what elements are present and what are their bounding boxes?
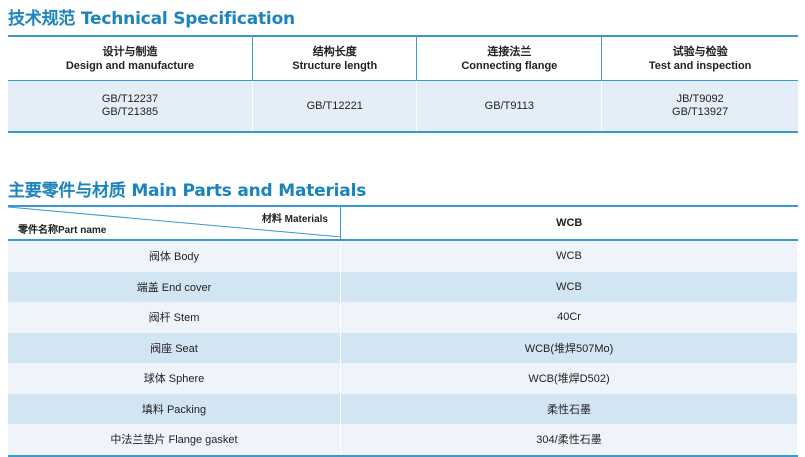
header-en: Connecting flange [461, 59, 558, 72]
spec-value: JB/T9092 GB/T13927 [601, 80, 798, 132]
standard: GB/T12221 [306, 99, 363, 112]
header-cn: 试验与检验 [672, 45, 728, 58]
standard: GB/T9113 [484, 99, 534, 112]
part-cell: 球体 Sphere [8, 363, 341, 394]
materials-label: 材料 Materials [261, 214, 328, 225]
material-cell: WCB(堆焊507Mo) [340, 332, 798, 363]
table-row: 填料 Packing 柔性石墨 [8, 393, 798, 424]
standard: JB/T9092 [676, 93, 724, 105]
part-cell: 端盖 End cover [8, 271, 341, 302]
spec-table: 设计与制造 Design and manufacture 结构长度 Structur… [8, 35, 798, 133]
standard: GB/T13927 [672, 106, 729, 118]
header-en: Design and manufacture [65, 59, 195, 72]
table-row: 阀体 Body WCB [8, 240, 798, 272]
table-row: 阀座 Seat WCB(堆焊507Mo) [8, 332, 798, 363]
material-cell: 304/柔性石墨 [340, 424, 798, 456]
diagonal-header: 材料 Materials 零件名称Part name [8, 206, 341, 241]
spec-value: GB/T12221 [252, 80, 418, 132]
part-cell: 阀体 Body [8, 240, 341, 272]
spec-value: GB/T9113 [416, 80, 603, 132]
header-cn: 连接法兰 [487, 45, 532, 58]
spec-title: 技术规范 Technical Specification [8, 9, 295, 29]
material-cell: WCB [340, 271, 798, 302]
part-cell: 阀座 Seat [8, 332, 341, 363]
material-cell: 柔性石墨 [340, 393, 798, 424]
header-cn: 设计与制造 [102, 45, 158, 58]
spec-value: GB/T12237 GB/T21385 [8, 80, 254, 132]
part-cell: 填料 Packing [8, 393, 341, 424]
table-row: 球体 Sphere WCB(堆焊D502) [8, 363, 798, 394]
header-en: Structure length [292, 59, 378, 72]
parts-title: 主要零件与材质 Main Parts and Materials [8, 181, 367, 201]
material-cell: 40Cr [340, 302, 798, 333]
spec-header: 试验与检验 Test and inspection [601, 36, 798, 81]
standard: GB/T12237 [101, 93, 159, 105]
spec-header: 设计与制造 Design and manufacture [8, 36, 254, 81]
spec-header: 结构长度 Structure length [252, 36, 418, 81]
header-en: Test and inspection [648, 59, 752, 72]
part-cell: 中法兰垫片 Flange gasket [8, 424, 341, 456]
part-name-label: 零件名称Part name [18, 225, 107, 236]
spec-header: 连接法兰 Connecting flange [416, 36, 603, 81]
diagonal-line [8, 207, 341, 237]
table-row: 中法兰垫片 Flange gasket 304/柔性石墨 [8, 424, 798, 456]
material-cell: WCB(堆焊D502) [340, 363, 798, 394]
table-row: 阀杆 Stem 40Cr [8, 302, 798, 333]
part-cell: 阀杆 Stem [8, 302, 341, 333]
material-cell: WCB [340, 240, 798, 272]
parts-table: 材料 Materials 零件名称Part name WCB 阀体 Body WC… [8, 205, 798, 457]
header-cn: 结构长度 [312, 45, 357, 58]
standard: GB/T21385 [101, 106, 159, 118]
grade-header: WCB [340, 206, 798, 241]
table-row: 端盖 End cover WCB [8, 271, 798, 302]
